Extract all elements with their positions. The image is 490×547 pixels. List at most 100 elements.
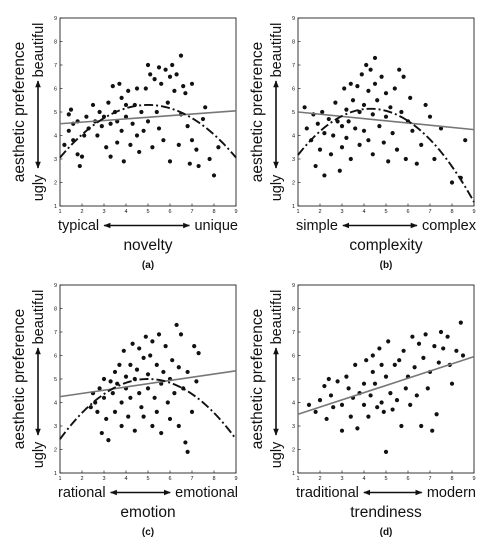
data-point	[134, 86, 140, 91]
y-tick-label: 8	[292, 40, 295, 46]
data-point	[379, 362, 384, 367]
data-point	[97, 109, 102, 115]
y-axis-low-label: ugly	[31, 441, 47, 468]
data-point	[196, 163, 201, 169]
data-point	[95, 133, 100, 138]
data-point	[123, 374, 129, 379]
data-point	[348, 81, 353, 86]
x-tick-label: 7	[190, 209, 193, 215]
y-tick-label: 5	[54, 377, 57, 383]
data-point	[181, 84, 186, 89]
data-point	[339, 124, 345, 129]
linear-fit-line	[297, 355, 475, 416]
y-tick-label: 7	[54, 330, 57, 336]
y-tick-label: 8	[292, 307, 295, 313]
data-point	[346, 119, 351, 124]
data-point	[302, 105, 307, 110]
data-point	[183, 440, 188, 445]
data-point	[99, 124, 104, 129]
data-point	[185, 449, 190, 454]
data-point	[421, 355, 426, 360]
y-tick-label: 1	[54, 204, 57, 210]
data-point	[194, 147, 199, 152]
data-point	[388, 105, 393, 110]
x-axis-high-label: emotional	[175, 485, 238, 501]
y-axis-high-label: beautiful	[31, 290, 47, 345]
data-point	[346, 386, 351, 391]
data-point	[434, 412, 439, 417]
y-tick-label: 6	[292, 87, 295, 93]
data-point	[322, 131, 327, 136]
data-point	[77, 163, 82, 169]
data-point	[328, 152, 334, 157]
y-tick-label: 2	[54, 181, 57, 187]
x-tick-label: 3	[340, 476, 343, 482]
data-point	[339, 145, 345, 150]
data-point	[460, 353, 466, 358]
data-point	[128, 395, 133, 400]
x-tick-label: 5	[384, 476, 387, 482]
data-point	[117, 81, 122, 86]
x-tick-label: 4	[124, 209, 127, 215]
x-tick-label: 9	[472, 209, 475, 215]
data-point	[126, 414, 131, 419]
data-point	[403, 156, 408, 162]
data-point	[156, 126, 162, 131]
y-tick-label: 2	[54, 448, 57, 454]
data-point	[137, 391, 142, 396]
data-point	[425, 386, 430, 391]
x-tick-label: 6	[168, 209, 171, 215]
x-tick-label: 9	[234, 209, 237, 215]
data-point	[388, 391, 393, 396]
data-point	[154, 409, 159, 414]
y-tick-label: 5	[292, 110, 295, 116]
y-axis-title: aesthetic preference	[249, 309, 266, 449]
data-point	[196, 351, 201, 356]
x-tick-label: 8	[450, 209, 453, 215]
y-axis-low-label: ugly	[269, 174, 285, 201]
panel-a: 1 2 3 4 5 6 7 8 9 1 2 3 4 5 6 7 8 9 aesthetic preference be…	[11, 16, 238, 271]
data-point	[423, 102, 428, 108]
data-point	[445, 334, 450, 339]
x-axis-high-label: unique	[194, 218, 238, 234]
data-point	[97, 386, 102, 391]
data-point	[328, 393, 334, 398]
quadratic-fit-curve	[59, 103, 237, 159]
data-point	[123, 102, 129, 108]
data-point	[88, 405, 93, 410]
y-tick-label: 6	[54, 87, 57, 93]
x-tick-label: 3	[340, 209, 343, 215]
data-point	[333, 100, 338, 105]
data-point	[392, 86, 397, 91]
data-point	[430, 428, 435, 433]
data-point	[410, 334, 415, 339]
data-point	[172, 88, 177, 93]
data-point	[170, 62, 175, 68]
x-axis-low-label: simple	[296, 218, 338, 234]
data-point	[174, 72, 179, 77]
data-point	[137, 149, 142, 155]
data-point	[82, 133, 87, 138]
data-point	[174, 322, 179, 328]
data-point	[159, 430, 164, 436]
data-point	[106, 100, 111, 105]
y-tick-label: 3	[54, 157, 57, 163]
data-point	[163, 67, 168, 72]
data-point	[350, 98, 356, 103]
data-point	[130, 121, 135, 126]
x-tick-label: 2	[318, 476, 321, 482]
data-point	[361, 381, 367, 386]
x-tick-label: 6	[406, 209, 409, 215]
data-point	[368, 67, 373, 72]
data-point	[372, 81, 378, 86]
y-axis-high-label: beautiful	[31, 23, 47, 78]
data-point	[344, 135, 349, 140]
quadratic-fit-curve	[297, 107, 475, 203]
data-point	[95, 409, 100, 414]
data-point	[397, 358, 402, 363]
x-tick-label: 2	[80, 209, 83, 215]
data-point	[141, 355, 146, 360]
y-tick-label: 9	[54, 283, 57, 289]
data-point	[438, 329, 444, 335]
data-point	[366, 414, 371, 419]
